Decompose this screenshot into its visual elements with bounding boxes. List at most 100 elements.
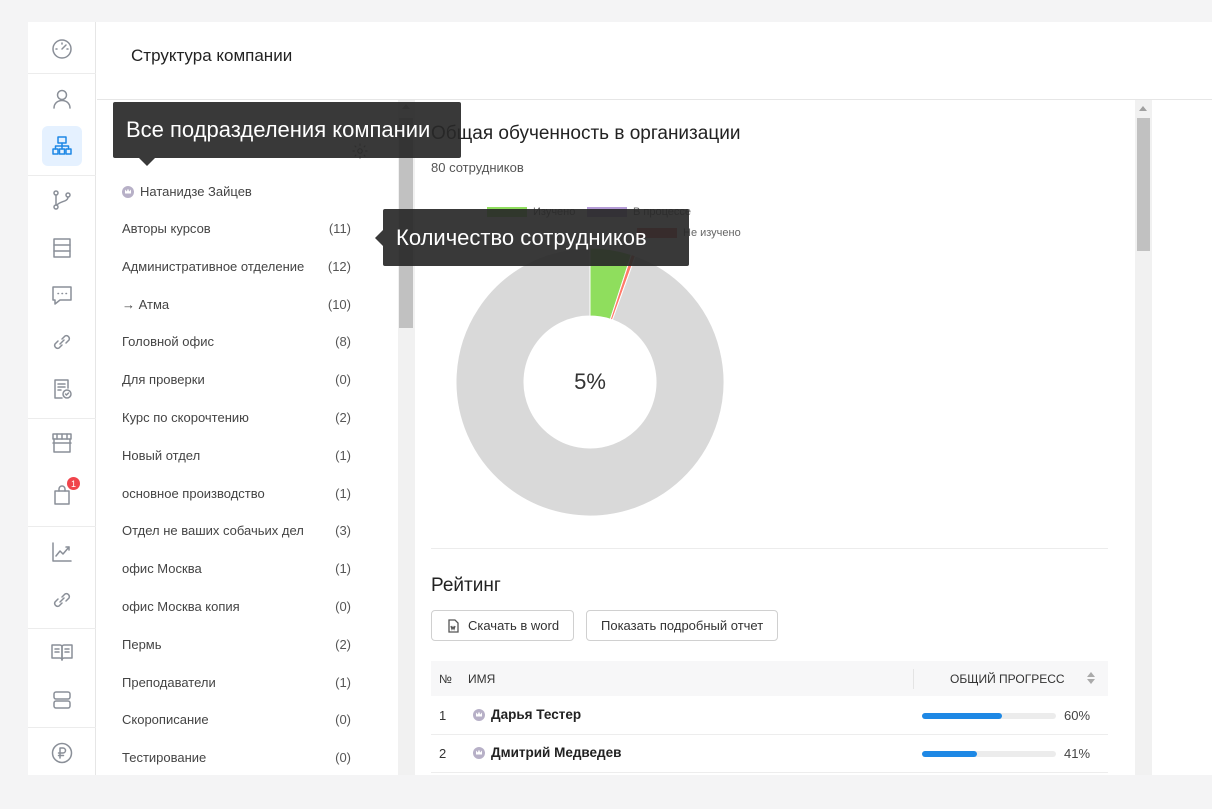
department-count: (0) — [335, 372, 351, 388]
main-panel: Общая обученность в организации 80 сотру… — [415, 100, 1140, 775]
rating-title: Рейтинг — [431, 575, 501, 596]
department-name: офис Москва — [122, 561, 202, 577]
donut-center-label: 5% — [574, 369, 606, 394]
column-progress[interactable]: ОБЩИЙ ПРОГРЕСС — [950, 672, 1065, 686]
department-item[interactable]: Тестирование (0) — [122, 750, 351, 770]
column-name[interactable]: ИМЯ — [468, 672, 496, 686]
department-name: основное производство — [122, 485, 265, 501]
section-divider — [431, 548, 1108, 549]
employee-name[interactable]: Дмитрий Медведев — [473, 745, 621, 760]
department-name: Отдел не ваших собачьих дел — [122, 523, 304, 539]
department-count: (2) — [335, 636, 351, 652]
department-name: Новый отдел — [122, 447, 201, 463]
department-name: Головной офис — [122, 334, 214, 350]
word-file-icon — [448, 618, 459, 633]
department-name: → Атма — [122, 296, 170, 312]
employee-name-text: Дмитрий Медведев — [491, 745, 622, 760]
progress-bar — [922, 713, 1056, 719]
row-number: 1 — [439, 708, 447, 723]
table-header: № ИМЯ ОБЩИЙ ПРОГРЕСС — [431, 661, 1108, 696]
certificate-icon[interactable] — [42, 369, 82, 409]
department-name: Курс по скорочтению — [122, 410, 249, 425]
department-count: (1) — [335, 674, 351, 690]
department-item[interactable]: → Атма (10) — [122, 297, 351, 317]
department-item[interactable]: Для проверки (0) — [122, 372, 351, 392]
department-name: Для проверки — [122, 372, 205, 388]
department-item[interactable]: Пермь (2) — [122, 637, 351, 657]
sidebar: 1 — [28, 22, 96, 775]
crown-icon — [473, 746, 485, 759]
crown-icon — [473, 708, 485, 721]
tooltip-all-departments: Все подразделения компании — [113, 102, 461, 166]
progress-bar-fill — [922, 751, 977, 757]
department-item[interactable]: офис Москва копия (0) — [122, 599, 351, 619]
department-count: (0) — [335, 750, 351, 766]
department-item[interactable]: Головной офис (8) — [122, 334, 351, 354]
department-count: (8) — [335, 334, 351, 350]
shopping-bag-icon[interactable]: 1 — [42, 475, 82, 515]
department-item[interactable]: Отдел не ваших собачьих дел (3) — [122, 523, 351, 543]
department-count: (0) — [335, 599, 351, 614]
department-name: Авторы курсов — [122, 221, 211, 236]
chat-icon[interactable] — [42, 275, 82, 315]
department-name: Тестирование — [122, 750, 207, 766]
department-owner[interactable]: Натанидзе Зайцев — [122, 184, 252, 199]
download-word-button[interactable]: Скачать в word — [431, 610, 575, 641]
page-header: Структура компании — [97, 22, 1212, 100]
download-word-label: Скачать в word — [468, 618, 560, 633]
progress-percent: 41% — [1064, 746, 1091, 761]
table-row[interactable]: 1 Дарья Тестер 60% — [431, 697, 1108, 735]
department-count: (0) — [335, 712, 351, 728]
crown-icon — [122, 185, 134, 198]
department-count: (1) — [335, 447, 351, 463]
donut-slice-3[interactable] — [456, 248, 724, 516]
department-item[interactable]: Преподаватели (1) — [122, 675, 351, 695]
departments-scrollbar[interactable] — [398, 100, 415, 775]
list-icon[interactable] — [42, 228, 82, 268]
department-name: Пермь — [122, 636, 162, 652]
department-count: (1) — [335, 485, 351, 501]
departments-panel: Натанидзе Зайцев Авторы курсов (11) Админи… — [97, 100, 415, 775]
book-icon[interactable] — [42, 632, 82, 672]
department-item[interactable]: Авторы курсов (11) — [122, 221, 351, 241]
department-count: (3) — [335, 523, 351, 539]
department-item[interactable]: Курс по скорочтению (2) — [122, 410, 351, 430]
ruble-icon[interactable] — [42, 733, 82, 773]
department-item[interactable]: Административное отделение (12) — [122, 259, 351, 279]
notification-badge: 1 — [67, 477, 80, 490]
branch-icon[interactable] — [42, 180, 82, 220]
department-item[interactable]: офис Москва (1) — [122, 561, 351, 581]
org-structure-icon[interactable] — [42, 126, 82, 166]
employee-name-text: Дарья Тестер — [491, 707, 582, 722]
detailed-report-button[interactable]: Показать подробный отчет — [586, 610, 779, 641]
summary-title: Общая обученность в организации — [431, 123, 741, 144]
sort-icon[interactable] — [1086, 670, 1096, 686]
department-count: (10) — [327, 296, 351, 312]
link-2-icon[interactable] — [42, 580, 82, 620]
progress-bar — [922, 751, 1056, 757]
department-name: офис Москва копия — [122, 599, 240, 614]
progress-percent: 60% — [1064, 708, 1091, 723]
department-count: (12) — [327, 258, 351, 274]
department-name: Преподаватели — [122, 674, 216, 690]
user-icon[interactable] — [42, 79, 82, 119]
owner-name: Натанидзе Зайцев — [140, 184, 252, 199]
employee-name[interactable]: Дарья Тестер — [473, 707, 581, 722]
department-item[interactable]: Скорописание (0) — [122, 712, 351, 732]
table-row[interactable]: 2 Дмитрий Медведев 41% — [431, 735, 1108, 773]
department-count: (2) — [335, 410, 351, 425]
link-icon[interactable] — [42, 322, 82, 362]
department-name: Административное отделение — [122, 258, 305, 274]
scroll-thumb[interactable] — [1137, 118, 1150, 251]
store-icon[interactable] — [42, 423, 82, 463]
layers-icon[interactable] — [42, 680, 82, 720]
department-item[interactable]: Новый отдел (1) — [122, 448, 351, 468]
department-count: (11) — [328, 221, 351, 236]
main-scrollbar[interactable] — [1135, 100, 1152, 775]
row-number: 2 — [439, 746, 447, 761]
speedometer-icon[interactable] — [42, 28, 82, 68]
progress-bar-fill — [922, 713, 1003, 719]
legend-label: Не изучено — [683, 227, 741, 239]
department-item[interactable]: основное производство (1) — [122, 486, 351, 506]
chart-line-icon[interactable] — [42, 532, 82, 572]
